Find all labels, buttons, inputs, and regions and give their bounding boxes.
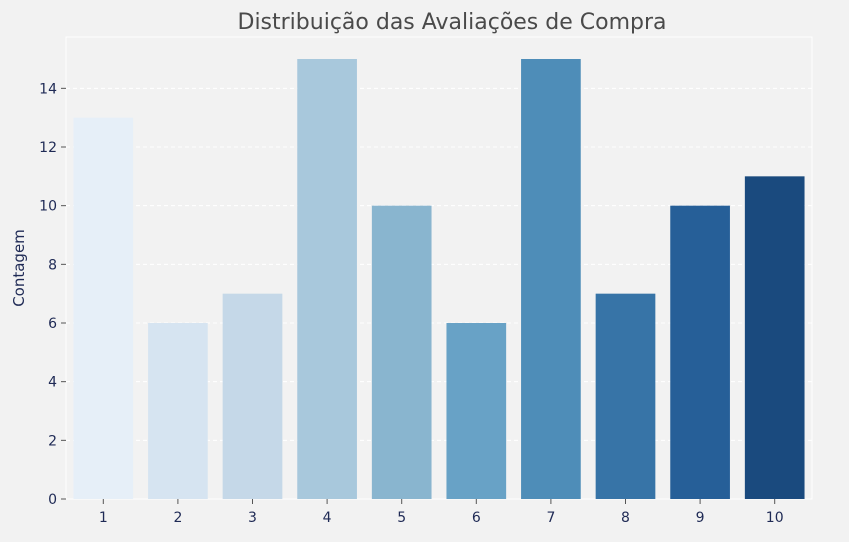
x-tick-label: 1: [99, 510, 108, 526]
bar-5: [371, 205, 432, 499]
bar-3: [222, 293, 283, 499]
x-tick-label: 8: [621, 510, 630, 526]
bar-9: [670, 205, 730, 499]
bars: [73, 59, 805, 500]
chart-title: Distribuição das Avaliações de Compra: [238, 10, 667, 35]
y-tick-label: 2: [48, 433, 57, 449]
x-tick-label: 5: [397, 510, 406, 526]
bar-10: [744, 176, 805, 500]
x-tick-label: 9: [696, 510, 705, 526]
y-tick-label: 10: [39, 199, 57, 215]
y-tick-label: 0: [48, 492, 57, 508]
y-tick-label: 14: [39, 81, 57, 97]
bar-2: [148, 323, 208, 499]
y-tick-label: 4: [48, 375, 57, 391]
x-axis: 1 2 3 4 5 6 7 8 9 10: [99, 499, 784, 526]
y-axis: 0 2 4 6 8 10 12 14: [39, 81, 66, 508]
x-tick-label: 3: [248, 510, 257, 526]
bar-4: [297, 59, 357, 499]
gridlines: [66, 87, 812, 500]
x-tick-label: 7: [546, 510, 555, 526]
bar-7: [521, 59, 581, 499]
y-tick-label: 12: [39, 140, 57, 156]
x-tick-label: 4: [323, 510, 332, 526]
y-tick-label: 6: [48, 316, 57, 332]
y-axis-label: Contagem: [10, 229, 28, 307]
bar-6: [446, 323, 507, 499]
x-tick-label: 6: [472, 510, 481, 526]
x-tick-label: 10: [766, 510, 784, 526]
bar-8: [595, 293, 656, 499]
x-tick-label: 2: [173, 510, 182, 526]
y-tick-label: 8: [48, 257, 57, 273]
bar-1: [73, 117, 134, 500]
